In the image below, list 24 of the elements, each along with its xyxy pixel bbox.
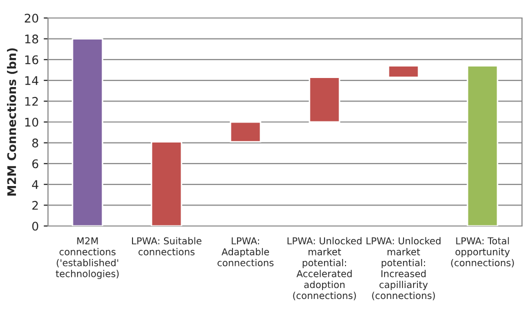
y-tick-label: 8 [32,138,38,148]
bar [308,76,340,123]
y-tick-label: 4 [32,180,38,189]
y-tick-label: 10 [25,118,38,127]
y-tick-label: 6 [32,159,38,168]
y-tick-label: 16 [25,55,38,64]
x-tick-label: LPWA: Adaptable connections [218,237,274,266]
y-tick-label: 14 [25,76,38,85]
x-tick-label: LPWA: Unlocked market potential: Accelerated adoption (connections) [288,237,362,300]
y-tick-label: 18 [25,34,38,44]
bar [150,141,182,226]
bar [72,38,104,226]
x-tick-label: M2M connections ('established' technologies) [56,237,119,280]
y-tick-label: 2 [32,200,38,210]
bar [230,121,262,142]
y-tick-label: 0 [32,222,38,231]
x-tick-label: LPWA: Suitable connections [132,237,202,256]
x-tick-label: LPWA: Unlocked market potential: Increased capilliarity (connections) [366,237,440,300]
y-axis-title: M2M Connections (bn) [6,48,18,196]
bar [466,65,498,226]
x-tick-label: LPWA: Total opportunity (connections) [451,237,514,268]
y-tick-label: 12 [25,96,38,106]
y-tick-label: 20 [24,14,38,23]
bar [388,65,420,78]
